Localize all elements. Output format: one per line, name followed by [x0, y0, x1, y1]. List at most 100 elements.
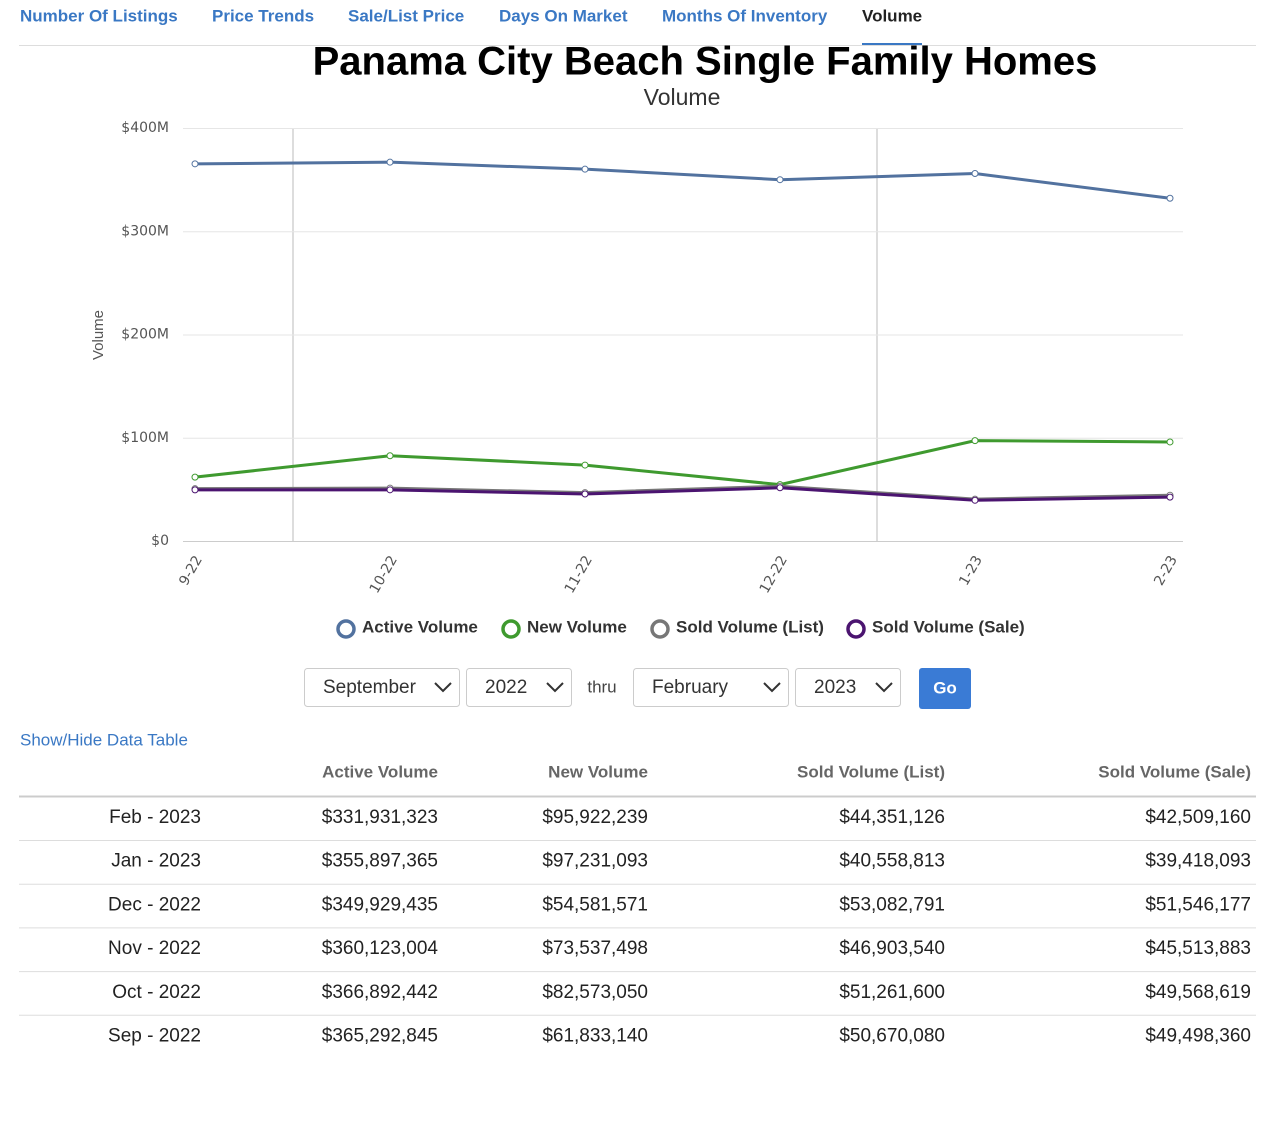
data-point: [776, 176, 784, 184]
select-value[interactable]: September: [323, 677, 417, 698]
y-tick-label: $200M: [121, 327, 169, 343]
table-cell: $95,922,239: [542, 807, 648, 828]
legend-label[interactable]: Sold Volume (List): [676, 617, 824, 636]
legend-label[interactable]: Sold Volume (Sale): [872, 617, 1025, 636]
data-point: [581, 490, 589, 498]
table-cell: $46,903,540: [839, 938, 945, 959]
legend-label[interactable]: Active Volume: [362, 617, 478, 636]
chart-title: Panama City Beach Single Family Homes: [313, 40, 1098, 84]
table-cell: $360,123,004: [322, 938, 439, 959]
series-line: [194, 160, 1171, 200]
table-cell: $331,931,323: [322, 807, 438, 828]
table-cell: Nov - 2022: [108, 938, 201, 959]
column-header: Sold Volume (List): [797, 762, 945, 781]
y-axis-title: Volume: [90, 310, 107, 360]
y-tick-label: $0: [151, 533, 169, 549]
data-point: [386, 158, 394, 166]
legend-label[interactable]: New Volume: [527, 617, 627, 636]
table-cell: Dec - 2022: [108, 894, 201, 915]
nav-tab[interactable]: Number Of Listings: [20, 6, 178, 25]
data-point: [1166, 194, 1174, 202]
data-point: [581, 461, 589, 469]
table-cell: $49,498,360: [1145, 1026, 1251, 1047]
x-tick-label: 1-23: [956, 553, 986, 589]
table-cell: $39,418,093: [1145, 851, 1251, 872]
y-tick-label: $400M: [121, 120, 169, 136]
nav-tab[interactable]: Price Trends: [212, 6, 314, 25]
column-header: Active Volume: [322, 762, 438, 781]
select-box[interactable]: [304, 668, 460, 707]
table-cell: Feb - 2023: [109, 807, 201, 828]
data-point: [971, 170, 979, 178]
column-header: New Volume: [548, 762, 648, 781]
table-cell: $40,558,813: [839, 851, 945, 872]
table-cell: $365,292,845: [322, 1026, 438, 1047]
table-cell: $51,261,600: [839, 982, 945, 1003]
x-tick-label: 12-22: [757, 553, 791, 596]
data-point: [776, 484, 784, 492]
x-tick-label: 10-22: [367, 553, 401, 596]
select-box[interactable]: [795, 668, 901, 707]
legend-marker[interactable]: [336, 619, 356, 639]
chart-subtitle: Volume: [644, 84, 721, 110]
table-cell: $50,670,080: [839, 1026, 945, 1047]
nav-tab[interactable]: Sale/List Price: [348, 6, 464, 25]
select-box[interactable]: [633, 668, 789, 707]
data-point: [971, 496, 979, 504]
table-cell: $73,537,498: [542, 938, 648, 959]
table-cell: $54,581,571: [542, 894, 648, 915]
table-cell: $355,897,365: [322, 851, 438, 872]
x-tick-label: 2-23: [1151, 553, 1181, 589]
select-chevron[interactable]: [763, 682, 781, 693]
data-point: [191, 486, 199, 494]
select-chevron[interactable]: [546, 682, 564, 693]
table-cell: $49,568,619: [1145, 982, 1251, 1003]
table-cell: $42,509,160: [1145, 807, 1251, 828]
data-point: [971, 437, 979, 445]
go-button[interactable]: [919, 668, 971, 709]
table-cell: $97,231,093: [542, 851, 648, 872]
data-point: [386, 486, 394, 494]
table-cell: $44,351,126: [839, 807, 945, 828]
data-point: [581, 165, 589, 173]
series-line: [194, 484, 1171, 501]
table-cell: $53,082,791: [839, 894, 945, 915]
go-label[interactable]: Go: [933, 678, 957, 697]
table-cell: $61,833,140: [542, 1026, 648, 1047]
data-point: [386, 452, 394, 460]
select-box[interactable]: [466, 668, 572, 707]
nav-tab[interactable]: Days On Market: [499, 6, 628, 25]
table-cell: $45,513,883: [1145, 938, 1251, 959]
table-cell: $82,573,050: [542, 982, 648, 1003]
column-header: Sold Volume (Sale): [1098, 762, 1251, 781]
data-point: [1166, 493, 1174, 501]
data-point: [191, 473, 199, 481]
legend-marker[interactable]: [501, 619, 521, 639]
select-value[interactable]: 2023: [814, 677, 856, 698]
table-toggle[interactable]: Show/Hide Data Table: [20, 730, 188, 749]
data-point: [191, 160, 199, 168]
nav-tab[interactable]: Months Of Inventory: [662, 6, 828, 25]
select-chevron[interactable]: [434, 682, 452, 693]
legend-marker[interactable]: [650, 619, 670, 639]
table-cell: $349,929,435: [322, 894, 438, 915]
select-value[interactable]: 2022: [485, 677, 527, 698]
data-point: [1166, 438, 1174, 446]
table-cell: Sep - 2022: [108, 1026, 201, 1047]
table-cell: $366,892,442: [322, 982, 438, 1003]
select-chevron[interactable]: [875, 682, 893, 693]
select-value[interactable]: February: [652, 677, 729, 698]
series-line: [194, 439, 1171, 487]
y-tick-label: $100M: [121, 430, 169, 446]
y-tick-label: $300M: [121, 223, 169, 239]
legend-marker[interactable]: [846, 619, 866, 639]
x-tick-label: 11-22: [562, 553, 596, 596]
nav-tab[interactable]: Volume: [862, 6, 922, 25]
x-tick-label: 9-22: [176, 553, 206, 589]
table-cell: $51,546,177: [1145, 894, 1251, 915]
table-cell: Jan - 2023: [111, 851, 201, 872]
series-line: [194, 486, 1171, 502]
table-cell: Oct - 2022: [112, 982, 201, 1003]
thru-label: thru: [587, 677, 616, 696]
